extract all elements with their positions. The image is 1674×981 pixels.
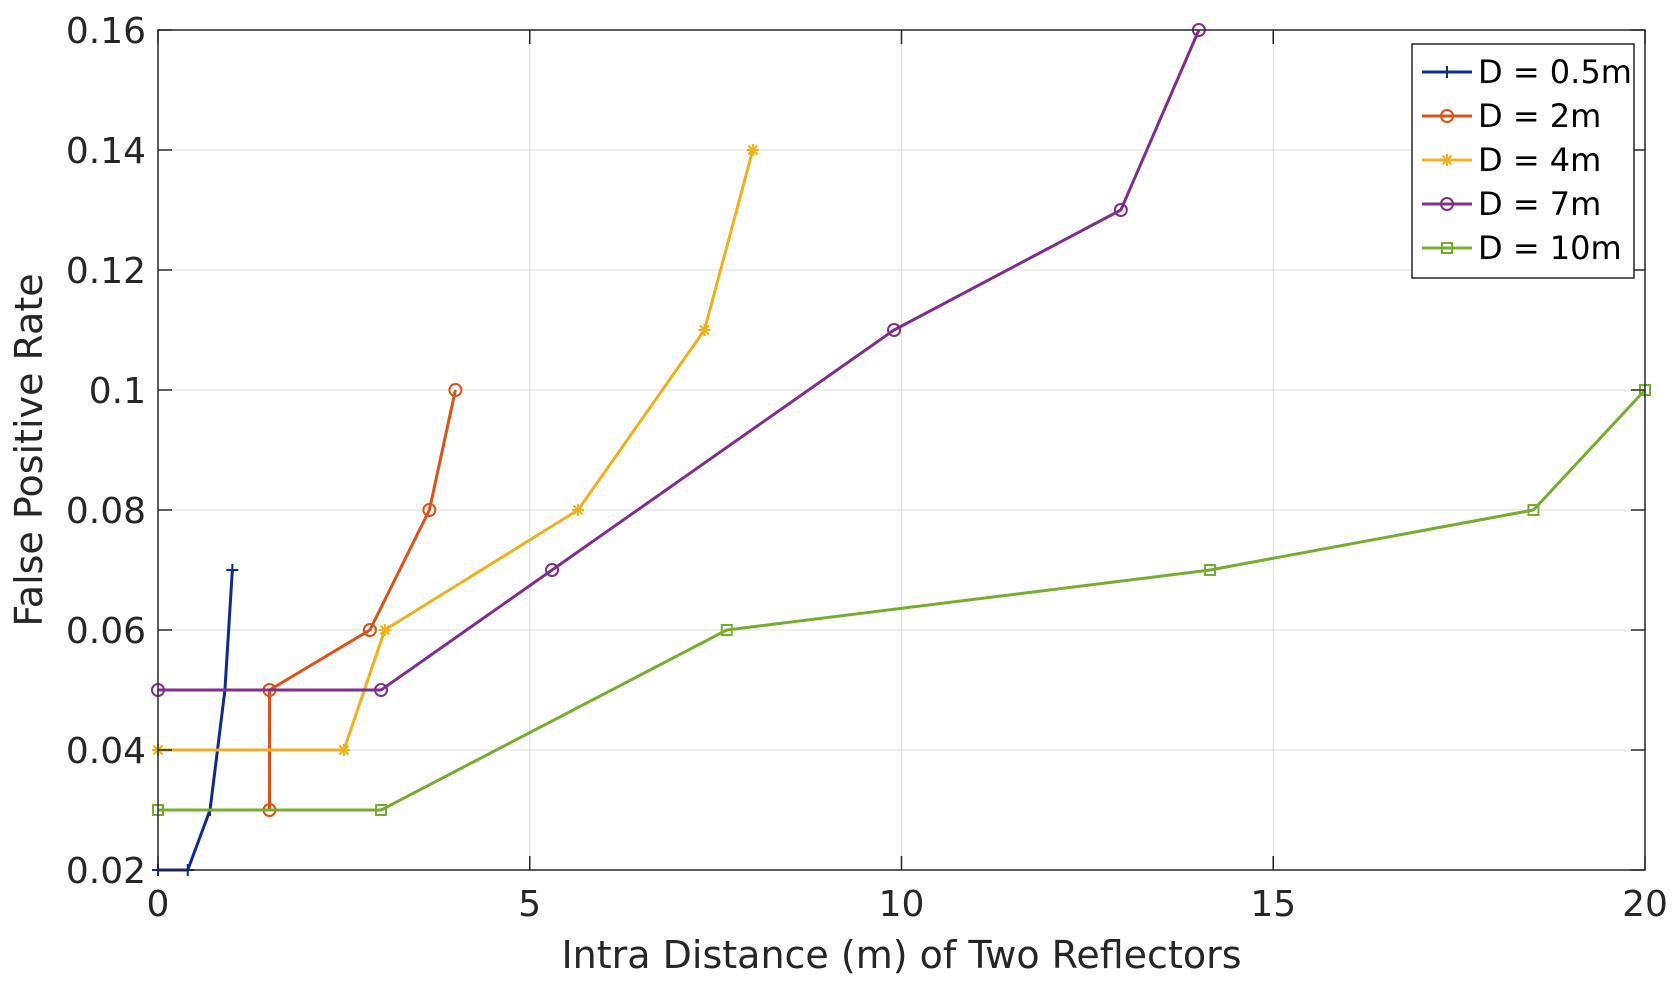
axis-ticks: 0 5 10 15 20 0.02 0.04 0.06 0.08 0.1 0.12 0.14 0.16: [66, 11, 1668, 925]
data-point: [362, 623, 377, 637]
y-tick-label: 0.1: [89, 371, 146, 412]
data-point: [1204, 564, 1217, 576]
legend-label: D = 7m: [1478, 185, 1601, 223]
plot-series: [151, 23, 1651, 876]
legend-item: D = 2m: [1422, 97, 1601, 135]
y-tick-label: 0.12: [66, 251, 146, 292]
series-line: [158, 29, 1201, 692]
legend-box: [1411, 43, 1635, 279]
series-3: [151, 23, 1206, 697]
data-point: [1527, 504, 1540, 516]
y-tick-label: 0.14: [66, 131, 146, 172]
data-point: [226, 564, 239, 576]
x-tick-label: 5: [518, 884, 541, 925]
data-point: [1113, 203, 1128, 217]
legend-item: D = 0.5m: [1422, 53, 1632, 91]
data-point: [572, 504, 585, 516]
series-line: [158, 569, 234, 872]
y-tick-label: 0.08: [66, 491, 146, 532]
data-point: [378, 624, 391, 636]
legend-item: D = 10m: [1422, 229, 1622, 267]
series-2: [152, 144, 759, 756]
x-tick-label: 20: [1622, 884, 1668, 925]
x-tick-label: 0: [147, 884, 170, 925]
data-point: [448, 383, 463, 397]
legend-marker: [1441, 154, 1453, 166]
legend-marker: [1440, 197, 1454, 211]
data-point: [545, 563, 560, 577]
legend-marker: [1440, 109, 1454, 123]
data-point: [337, 744, 350, 756]
y-tick-label: 0.16: [66, 11, 146, 52]
data-point: [720, 624, 733, 636]
data-point: [375, 804, 388, 816]
series-line: [158, 149, 755, 752]
legend-marker: [1441, 242, 1453, 254]
x-tick-label: 15: [1250, 884, 1296, 925]
data-point: [746, 144, 759, 156]
legend-marker: [1441, 66, 1453, 78]
y-tick-label: 0.04: [66, 731, 146, 772]
data-point: [887, 323, 902, 337]
y-axis-label: False Positive Rate: [7, 273, 51, 626]
legend-item: D = 4m: [1422, 141, 1601, 179]
data-point: [422, 503, 437, 517]
series-line: [158, 388, 1647, 812]
x-tick-label: 10: [879, 884, 925, 925]
legend-label: D = 4m: [1478, 141, 1601, 179]
data-point: [374, 683, 389, 697]
series-0: [152, 564, 239, 876]
legend-label: D = 10m: [1478, 229, 1622, 267]
y-tick-label: 0.06: [66, 611, 146, 652]
legend-label: D = 0.5m: [1478, 53, 1632, 91]
data-point: [698, 324, 711, 336]
series-line: [268, 389, 457, 810]
legend-item: D = 7m: [1422, 185, 1601, 223]
legend-label: D = 2m: [1478, 97, 1601, 135]
x-axis-label: Intra Distance (m) of Two Reflectors: [561, 933, 1241, 977]
legend: D = 0.5m D = 2m D = 4m D = 7m D = 10m: [1411, 43, 1635, 279]
y-tick-label: 0.02: [66, 851, 146, 892]
